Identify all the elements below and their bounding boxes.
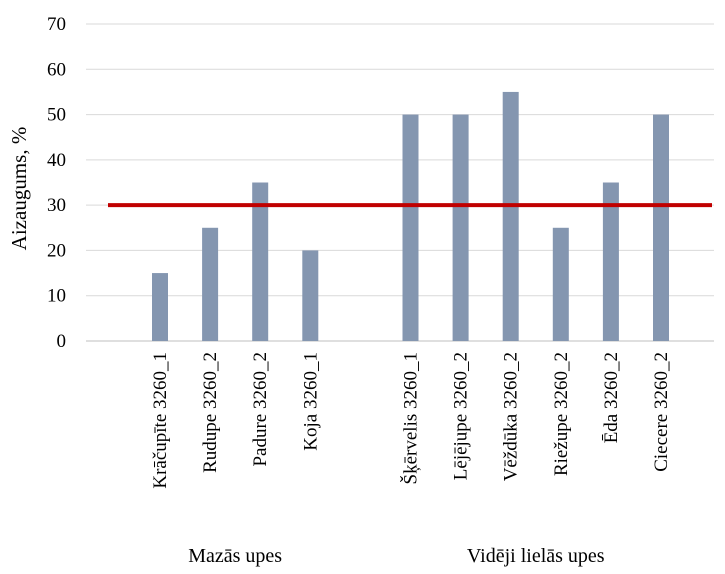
x-tick-label: Ēda 3260_2 [601, 352, 622, 443]
x-tick-label: Šķērvelis 3260_1 [400, 352, 422, 484]
bar [152, 273, 168, 341]
bar [653, 114, 669, 341]
bar [502, 91, 519, 341]
bar [602, 182, 619, 341]
y-axis-title: Aizaugums, % [7, 127, 31, 251]
y-tick-label: 10 [47, 286, 66, 307]
x-tick-label: Lējējupe 3260_2 [451, 352, 472, 480]
group-labels: Mazās upes Vidēji lielās upes [188, 545, 605, 567]
group-label: Mazās upes [188, 545, 282, 567]
x-tick-label: Rudupe 3260_2 [200, 352, 221, 473]
x-tick-label: Padure 3260_2 [250, 352, 271, 467]
bar-series [152, 91, 669, 341]
bar [452, 114, 469, 341]
bar [252, 182, 269, 341]
x-tick-label: Riežupe 3260_2 [551, 352, 572, 476]
y-axis-ticks: 0 10 20 30 40 50 60 70 [47, 14, 66, 352]
group-label: Vidēji lielās upes [467, 545, 605, 567]
y-tick-label: 60 [47, 59, 66, 80]
y-tick-label: 70 [47, 14, 66, 35]
x-tick-label: Ciecere 3260_2 [651, 352, 672, 472]
bar [302, 250, 319, 341]
y-tick-label: 40 [47, 150, 66, 171]
x-tick-label: Koja 3260_1 [300, 352, 321, 451]
gridlines [86, 23, 714, 342]
y-tick-label: 50 [47, 105, 66, 126]
x-tick-label: Krāčupīte 3260_1 [150, 352, 171, 489]
bar [402, 114, 419, 341]
y-tick-label: 0 [57, 331, 67, 352]
bar [202, 227, 219, 341]
x-tick-label: Vēždūka 3260_2 [501, 352, 522, 481]
y-tick-label: 20 [47, 240, 66, 261]
x-axis-ticks: Krāčupīte 3260_1 Rudupe 3260_2 Padure 3260… [150, 352, 672, 489]
y-tick-label: 30 [47, 195, 66, 216]
bar [552, 227, 569, 341]
